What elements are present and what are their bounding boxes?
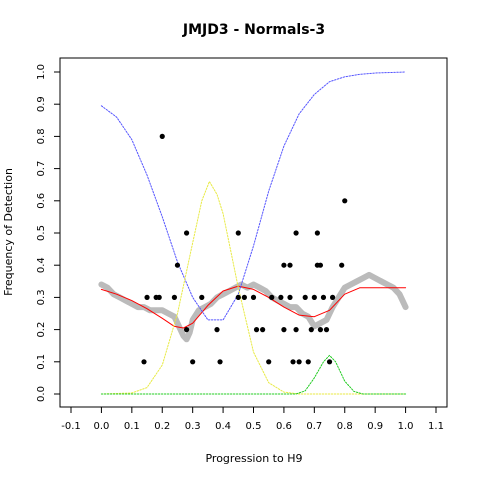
data-point [269, 294, 275, 300]
y-tick-label: 0.2 [36, 322, 47, 338]
dashed-curve-3 [100, 71, 407, 321]
data-point [296, 359, 302, 365]
data-point [281, 327, 287, 333]
x-axis: -0.1 0.0 0.1 0.2 0.3 0.4 0.5 0.6 0.7 0.8 0.9 1.0 1.1 [61, 407, 444, 432]
data-point [326, 359, 333, 365]
data-point [302, 294, 308, 300]
data-point [250, 294, 257, 300]
data-point [329, 294, 336, 300]
y-tick-label: 0.4 [36, 257, 47, 273]
x-axis-label: Progression to H9 [205, 452, 302, 465]
data-point [260, 327, 266, 333]
data-point [287, 294, 293, 300]
data-point [305, 359, 311, 365]
x-tick-label: 0.2 [154, 421, 170, 432]
y-tick-label: 0.6 [36, 193, 47, 209]
data-point [266, 359, 272, 365]
x-tick-label: 1.0 [398, 421, 414, 432]
dashed-curve-4 [100, 181, 407, 395]
series-layer [98, 71, 409, 395]
data-point [317, 262, 324, 268]
x-tick-label: 1.1 [428, 421, 444, 432]
y-tick-label: 0.7 [36, 161, 47, 177]
x-tick-label: -0.1 [61, 421, 81, 432]
data-point [183, 230, 190, 236]
x-tick-label: 0.0 [93, 421, 109, 432]
x-tick-label: 0.4 [215, 421, 231, 432]
data-point [314, 230, 320, 236]
y-tick-label: 0.1 [36, 354, 47, 370]
y-tick-label: 0.0 [36, 386, 47, 402]
data-point [323, 327, 330, 333]
data-point [156, 294, 162, 300]
data-point [308, 327, 314, 333]
data-point [342, 198, 348, 204]
dashed-curve-5 [100, 354, 407, 395]
data-point [144, 294, 150, 300]
x-tick-label: 0.8 [337, 421, 353, 432]
chart-title: JMJD3 - Normals-3 [182, 22, 325, 38]
y-tick-label: 0.3 [36, 289, 47, 305]
x-tick-label: 0.7 [306, 421, 322, 432]
data-point [235, 230, 241, 236]
data-point [217, 359, 223, 365]
data-point [290, 359, 296, 365]
data-point [214, 327, 220, 333]
y-tick-label: 0.5 [36, 225, 47, 241]
data-point [199, 294, 205, 300]
data-point [293, 230, 299, 236]
data-point [141, 359, 147, 365]
data-point [311, 294, 317, 300]
data-point [339, 262, 345, 268]
data-point [171, 294, 178, 300]
data-point [190, 359, 196, 365]
y-axis: 0.0 0.1 0.2 0.3 0.4 0.5 0.6 0.7 0.8 0.9 1.0 [36, 64, 60, 402]
data-point [278, 294, 284, 300]
data-point [235, 294, 241, 300]
x-tick-label: 0.6 [276, 421, 292, 432]
y-axis-label: Frequency of Detection [2, 168, 15, 296]
x-tick-label: 0.5 [246, 421, 262, 432]
data-point [320, 294, 327, 300]
x-tick-label: 0.9 [367, 421, 383, 432]
y-tick-label: 0.8 [36, 128, 47, 144]
data-point [317, 327, 324, 333]
y-tick-label: 0.9 [36, 96, 47, 112]
data-point [241, 294, 247, 300]
data-point [253, 327, 260, 333]
data-point [183, 327, 190, 333]
data-point [159, 133, 165, 139]
x-tick-label: 0.3 [185, 421, 201, 432]
x-tick-label: 0.1 [124, 421, 140, 432]
data-point [174, 262, 181, 268]
data-point [281, 262, 287, 268]
data-point [287, 262, 293, 268]
data-point [293, 327, 299, 333]
y-tick-label: 1.0 [36, 64, 47, 80]
